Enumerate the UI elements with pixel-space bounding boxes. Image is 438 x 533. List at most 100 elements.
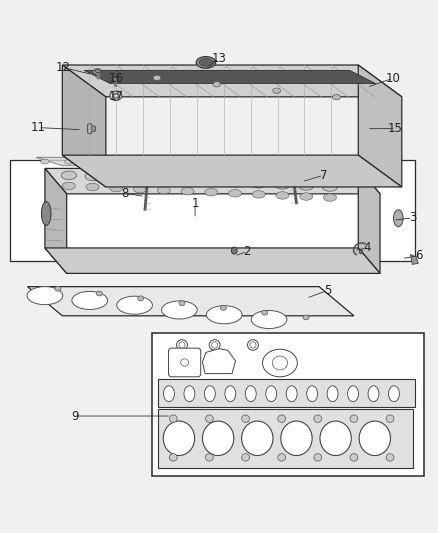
Ellipse shape — [205, 386, 215, 402]
Ellipse shape — [205, 189, 218, 196]
Ellipse shape — [359, 249, 363, 254]
Ellipse shape — [179, 342, 185, 348]
Ellipse shape — [161, 160, 170, 165]
Polygon shape — [62, 155, 402, 187]
Ellipse shape — [85, 172, 100, 181]
Ellipse shape — [185, 160, 194, 165]
Ellipse shape — [65, 159, 74, 164]
Ellipse shape — [95, 69, 101, 72]
Ellipse shape — [282, 161, 290, 166]
Ellipse shape — [170, 454, 177, 461]
Ellipse shape — [170, 415, 177, 422]
Ellipse shape — [320, 421, 351, 456]
Text: 2: 2 — [244, 245, 251, 258]
Ellipse shape — [220, 305, 226, 310]
Ellipse shape — [163, 386, 174, 402]
Ellipse shape — [323, 194, 336, 201]
Ellipse shape — [290, 170, 299, 175]
Ellipse shape — [156, 175, 171, 184]
Ellipse shape — [306, 162, 314, 167]
Ellipse shape — [359, 421, 391, 456]
Ellipse shape — [113, 77, 118, 81]
Ellipse shape — [251, 311, 287, 328]
Ellipse shape — [90, 125, 95, 132]
Ellipse shape — [110, 91, 122, 101]
Ellipse shape — [113, 160, 122, 165]
Ellipse shape — [177, 340, 187, 350]
Ellipse shape — [142, 179, 151, 184]
Ellipse shape — [163, 421, 194, 456]
Ellipse shape — [213, 82, 221, 87]
Ellipse shape — [184, 386, 195, 402]
Polygon shape — [62, 65, 106, 187]
Polygon shape — [36, 157, 385, 166]
Ellipse shape — [386, 454, 394, 461]
Ellipse shape — [303, 315, 309, 320]
Ellipse shape — [275, 181, 290, 189]
Polygon shape — [84, 70, 376, 84]
Ellipse shape — [205, 454, 213, 461]
Ellipse shape — [93, 69, 101, 74]
Ellipse shape — [209, 161, 218, 166]
Ellipse shape — [307, 386, 318, 402]
Ellipse shape — [278, 415, 286, 422]
Ellipse shape — [261, 310, 268, 315]
Ellipse shape — [179, 301, 185, 305]
Ellipse shape — [137, 160, 146, 165]
Ellipse shape — [96, 291, 102, 296]
Text: 16: 16 — [108, 72, 124, 85]
Ellipse shape — [205, 415, 213, 422]
Ellipse shape — [262, 349, 297, 377]
Ellipse shape — [247, 340, 258, 350]
Ellipse shape — [266, 386, 277, 402]
Text: 6: 6 — [416, 249, 423, 262]
Ellipse shape — [117, 296, 152, 314]
Ellipse shape — [242, 421, 273, 456]
Polygon shape — [410, 254, 418, 264]
Ellipse shape — [242, 415, 250, 422]
Polygon shape — [45, 248, 380, 273]
Ellipse shape — [157, 187, 170, 194]
Ellipse shape — [196, 56, 216, 68]
Polygon shape — [10, 160, 415, 261]
Ellipse shape — [300, 193, 313, 200]
Ellipse shape — [250, 342, 256, 348]
Ellipse shape — [322, 183, 338, 191]
Ellipse shape — [314, 454, 322, 461]
Bar — [152, 333, 424, 476]
Ellipse shape — [42, 201, 51, 225]
Text: 10: 10 — [385, 72, 400, 85]
Ellipse shape — [350, 415, 358, 422]
Ellipse shape — [212, 342, 218, 348]
Ellipse shape — [55, 286, 61, 291]
Text: 5: 5 — [324, 284, 332, 297]
Ellipse shape — [389, 386, 399, 402]
Polygon shape — [358, 168, 380, 273]
Ellipse shape — [110, 184, 123, 192]
Ellipse shape — [86, 183, 99, 191]
Ellipse shape — [109, 173, 124, 182]
Ellipse shape — [332, 94, 340, 100]
Text: 4: 4 — [363, 241, 371, 254]
Ellipse shape — [134, 185, 147, 193]
Ellipse shape — [202, 421, 234, 456]
Polygon shape — [45, 168, 380, 194]
Ellipse shape — [225, 386, 236, 402]
Ellipse shape — [393, 210, 403, 227]
Ellipse shape — [233, 161, 242, 166]
Ellipse shape — [251, 180, 266, 188]
Polygon shape — [202, 349, 236, 374]
Ellipse shape — [242, 454, 250, 461]
Ellipse shape — [209, 340, 220, 350]
Ellipse shape — [206, 306, 242, 324]
Ellipse shape — [229, 190, 241, 197]
Text: 3: 3 — [409, 211, 417, 224]
Text: 7: 7 — [320, 169, 327, 182]
Ellipse shape — [348, 386, 358, 402]
Ellipse shape — [327, 386, 338, 402]
Polygon shape — [62, 65, 402, 97]
Ellipse shape — [62, 182, 75, 190]
Ellipse shape — [199, 59, 212, 66]
Ellipse shape — [181, 188, 194, 195]
Ellipse shape — [227, 179, 243, 187]
